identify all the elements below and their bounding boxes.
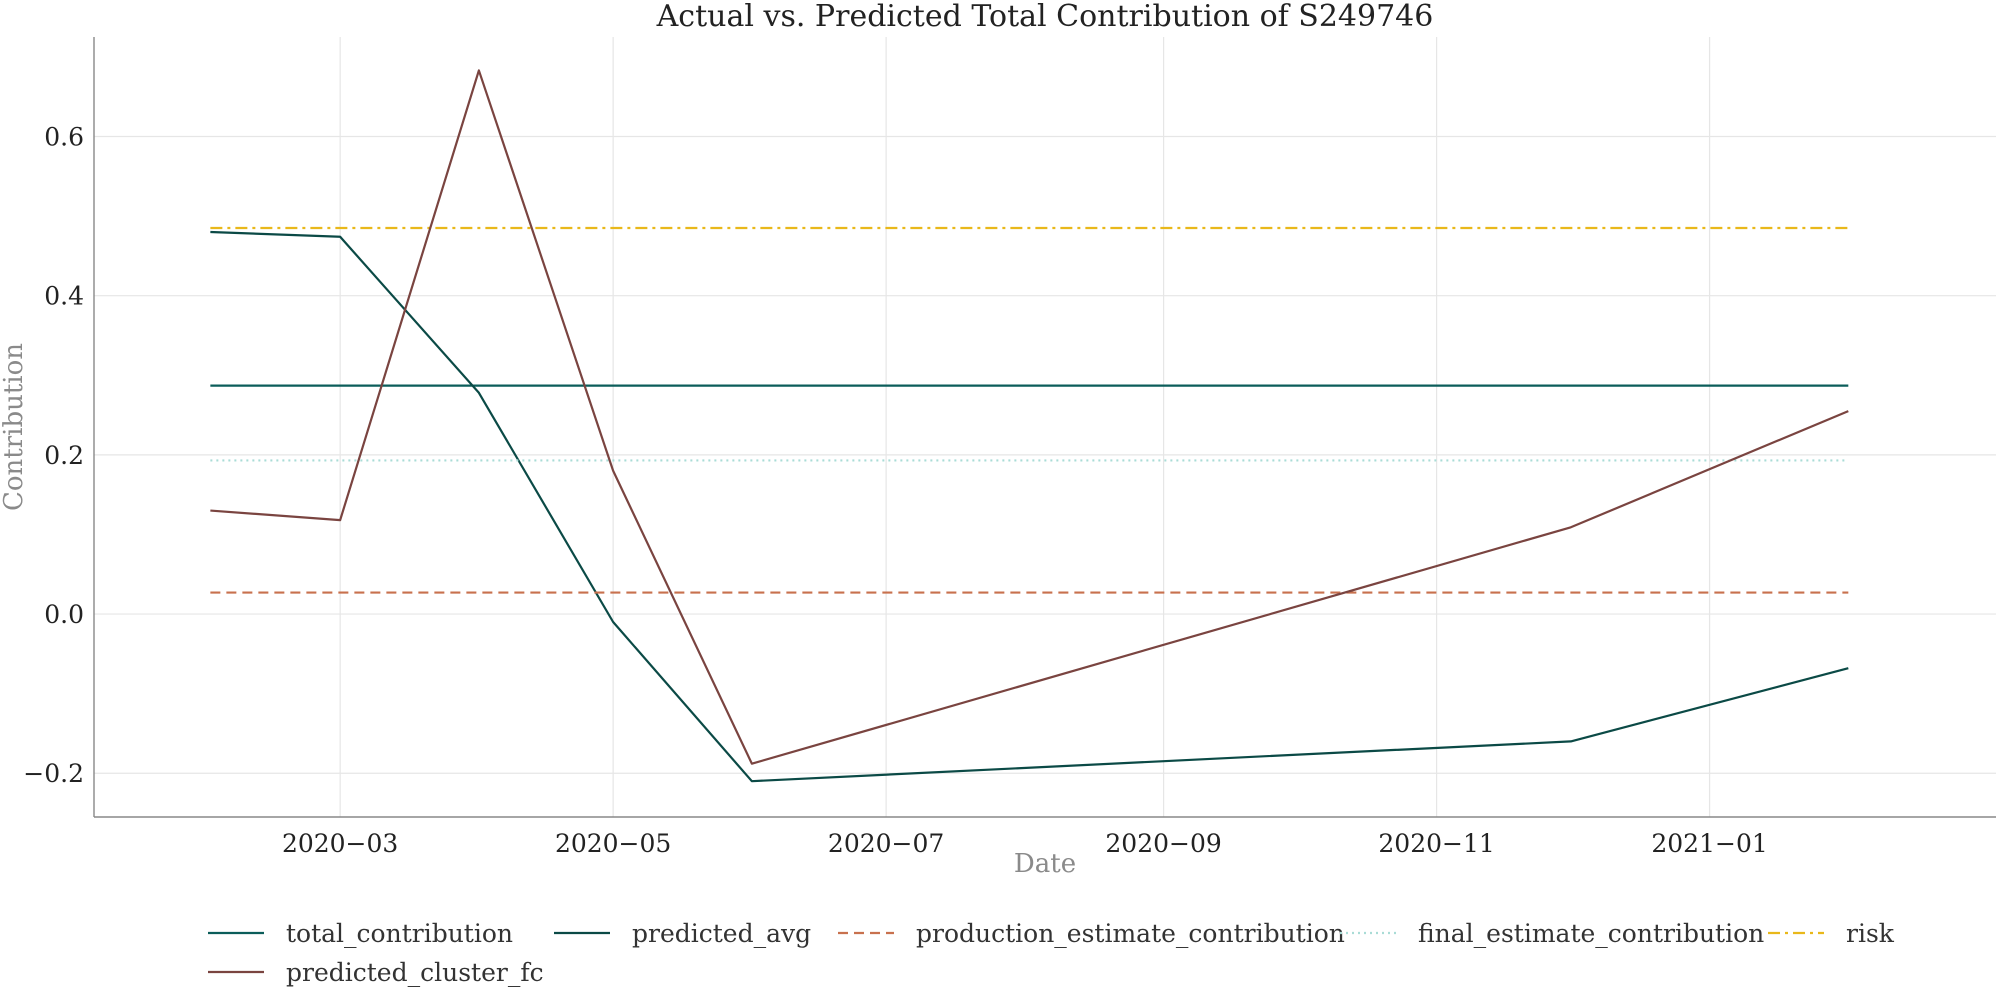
- chart-title: Actual vs. Predicted Total Contribution …: [656, 0, 1434, 34]
- series-line-predicted_cluster_fc: [210, 69, 1849, 765]
- y-tick-label: 0.2: [44, 441, 84, 470]
- y-tick-label: 0.0: [44, 600, 84, 629]
- y-axis-label: Contribution: [0, 343, 29, 511]
- legend-item-total_contribution: total_contribution: [208, 919, 513, 948]
- legend-label: risk: [1846, 919, 1895, 948]
- legend-label: predicted_avg: [632, 919, 811, 948]
- x-tick-label: 2020−09: [1105, 829, 1221, 858]
- x-tick-label: 2020−03: [282, 829, 398, 858]
- y-tick-label: 0.6: [44, 122, 84, 151]
- y-tick-label: −0.2: [23, 759, 84, 788]
- x-tick-label: 2021−01: [1651, 829, 1767, 858]
- legend-label: predicted_cluster_fc: [286, 958, 544, 987]
- legend-label: final_estimate_contribution: [1418, 919, 1764, 948]
- ticks-layer: 2020−03 2020−05 2020−07 2020−09 2020−11 2021−…: [23, 122, 1767, 858]
- x-tick-label: 2020−05: [555, 829, 671, 858]
- legend-item-risk: risk: [1768, 919, 1895, 948]
- legend-item-final_estimate_contribution: final_estimate_contribution: [1340, 919, 1764, 948]
- legend-label: total_contribution: [286, 919, 513, 948]
- legend-item-predicted_cluster_fc: predicted_cluster_fc: [208, 958, 544, 987]
- grid-layer: [94, 37, 1996, 817]
- x-tick-label: 2020−07: [828, 829, 944, 858]
- series-layer: [210, 69, 1849, 783]
- series-line-predicted_avg: [210, 230, 1849, 783]
- x-tick-label: 2020−11: [1378, 829, 1494, 858]
- x-axis-label: Date: [1014, 849, 1076, 879]
- legend-label: production_estimate_contribution: [916, 919, 1345, 948]
- legend-item-production_estimate_contribution: production_estimate_contribution: [838, 919, 1345, 948]
- y-tick-label: 0.4: [44, 282, 84, 311]
- legend: total_contribution predicted_avg productio…: [208, 919, 1895, 987]
- legend-item-predicted_avg: predicted_avg: [554, 919, 811, 948]
- axes-layer: [93, 37, 1996, 818]
